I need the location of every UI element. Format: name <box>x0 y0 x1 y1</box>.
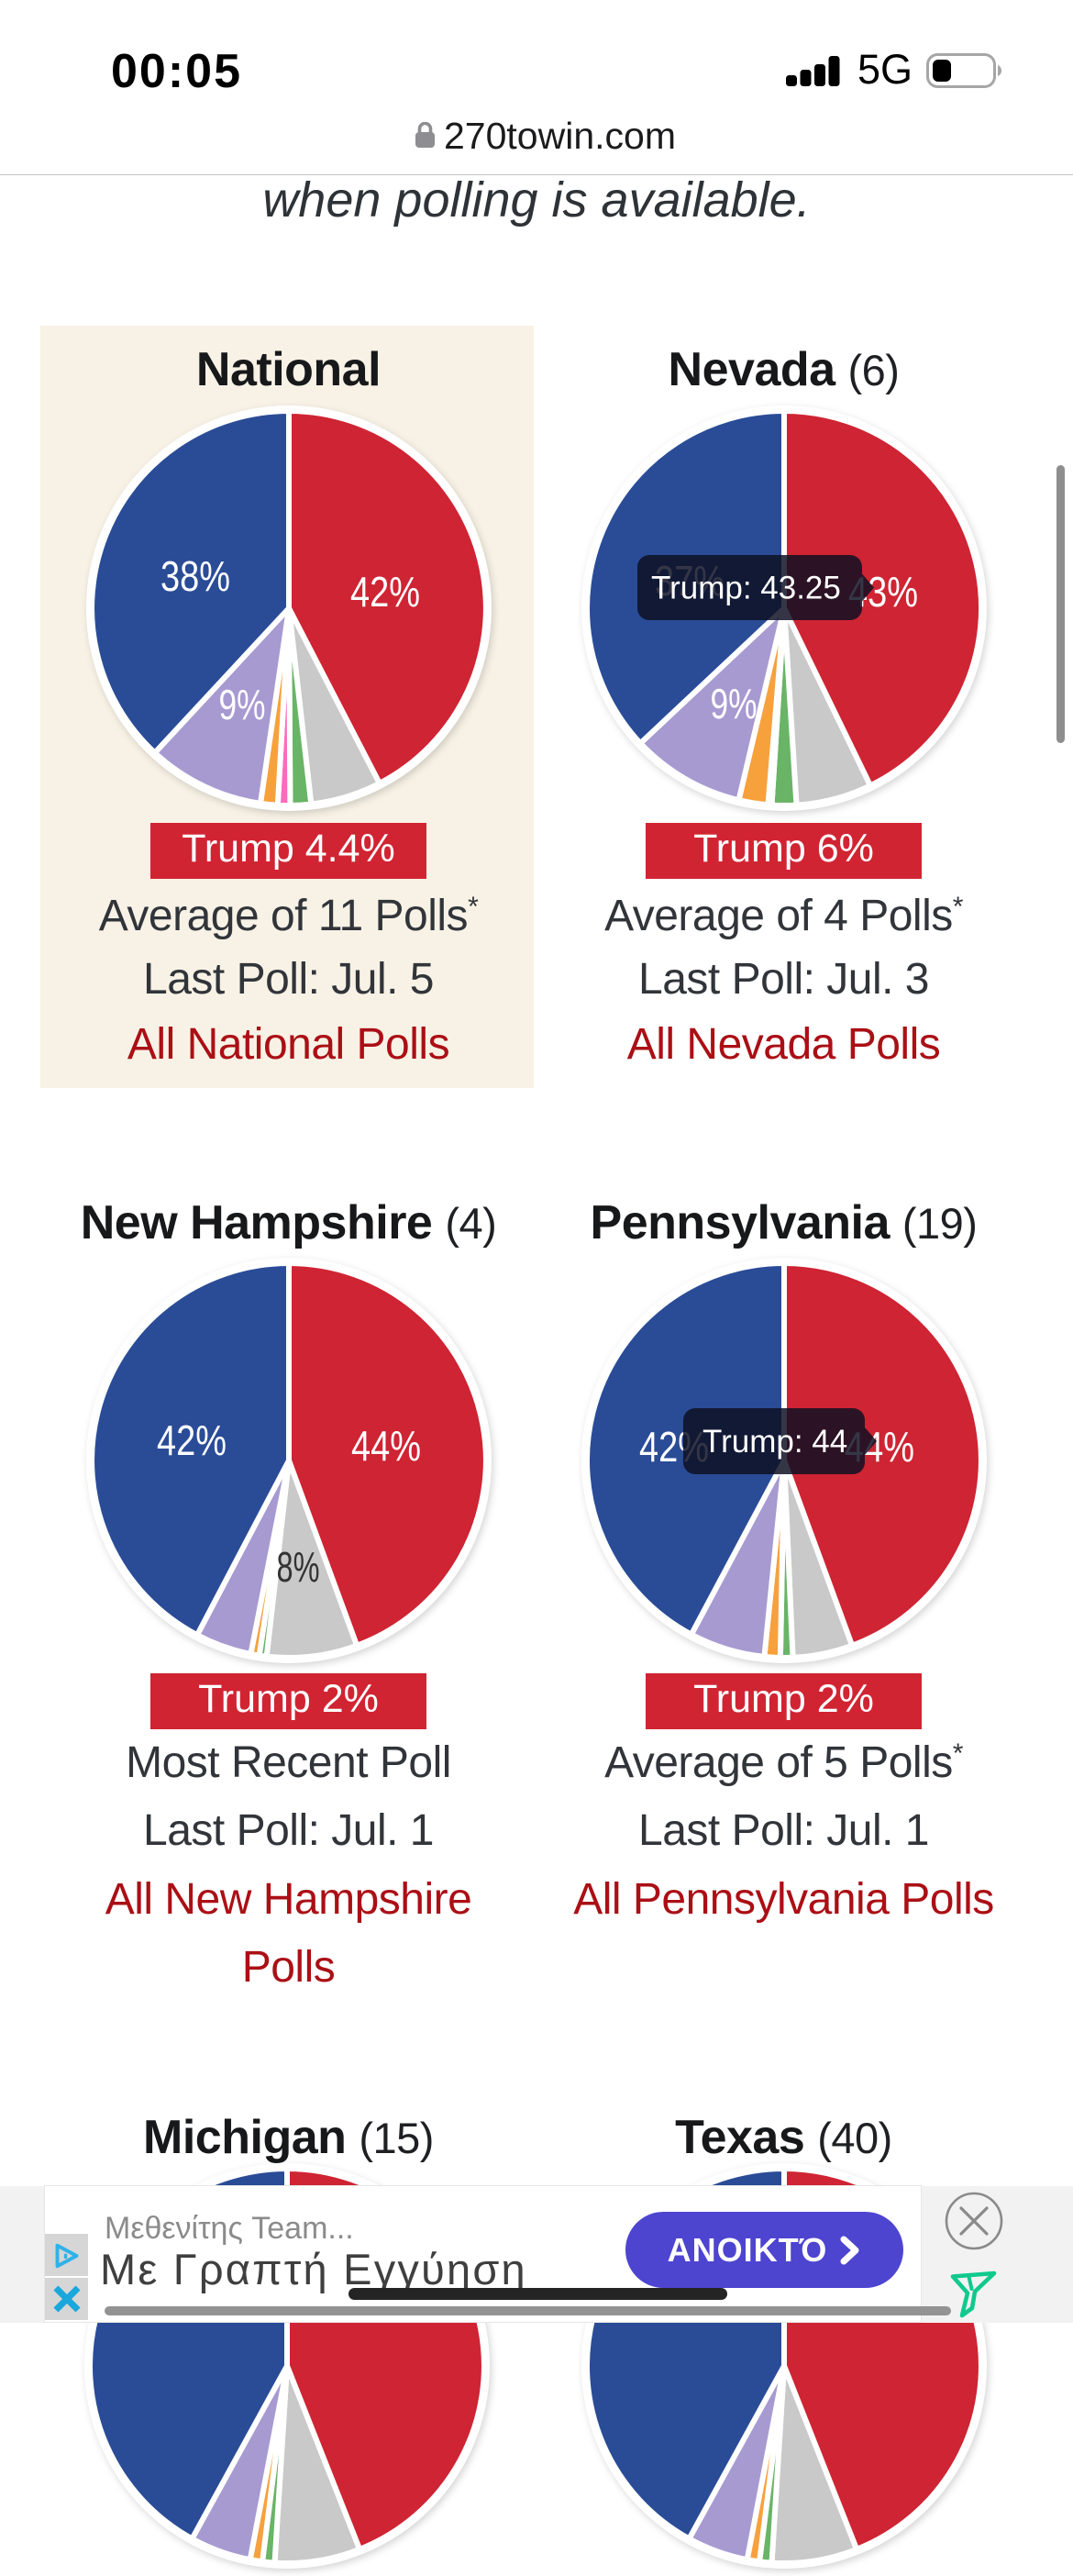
svg-text:9%: 9% <box>219 681 266 728</box>
svg-text:42%: 42% <box>350 568 420 616</box>
svg-text:38%: 38% <box>160 552 230 600</box>
svg-text:42%: 42% <box>157 1416 227 1464</box>
svg-text:44%: 44% <box>351 1422 421 1470</box>
svg-text:Trump: 44: Trump: 44 <box>702 1424 847 1460</box>
svg-text:8%: 8% <box>277 1543 320 1591</box>
svg-text:9%: 9% <box>711 680 758 727</box>
svg-text:Trump: 43.25: Trump: 43.25 <box>651 571 841 606</box>
